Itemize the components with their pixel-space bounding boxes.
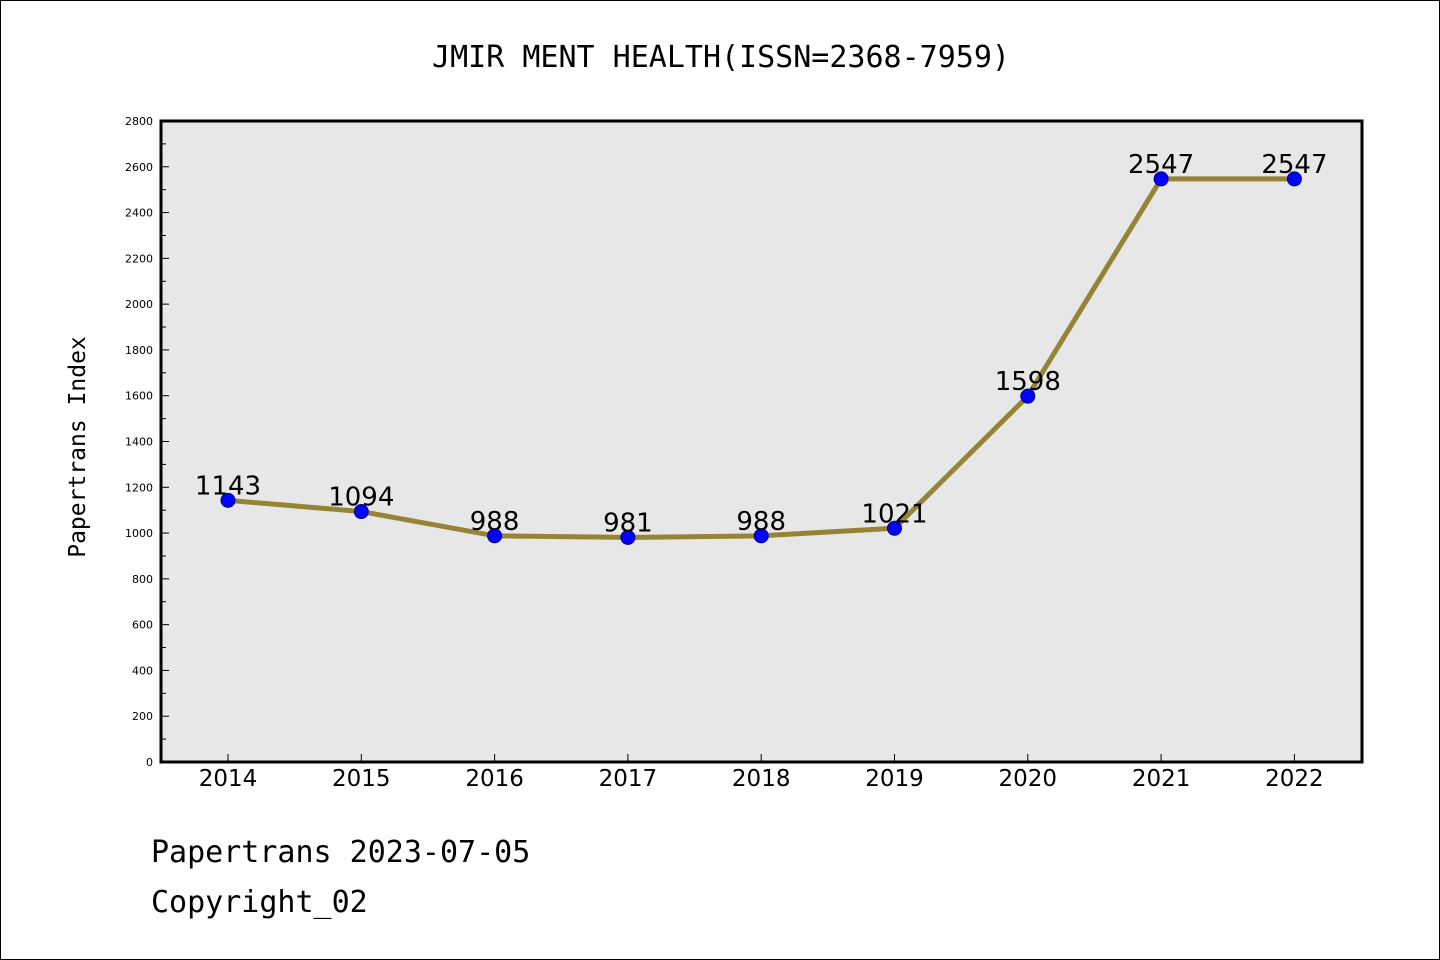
data-label: 1598 — [995, 367, 1061, 397]
y-tick-label: 2400 — [125, 207, 153, 220]
data-label: 981 — [603, 508, 653, 538]
data-point — [887, 520, 902, 536]
y-tick-label: 1000 — [125, 527, 153, 540]
data-label: 1021 — [861, 499, 927, 529]
x-tick-label: 2015 — [332, 766, 391, 792]
data-point — [353, 504, 369, 520]
x-tick-label: 2020 — [999, 766, 1058, 792]
x-tick-label: 2018 — [732, 766, 791, 792]
data-label: 988 — [736, 507, 786, 537]
y-tick-label: 600 — [132, 619, 153, 632]
x-tick-label: 2014 — [199, 766, 258, 792]
data-label: 988 — [470, 507, 520, 537]
data-point — [753, 528, 769, 544]
data-label: 1094 — [328, 483, 394, 513]
series-group — [220, 171, 1302, 545]
y-axis-ticks: 0 200 400 600 800 1000 1200 1400 1600 1800 2000 220… — [125, 115, 169, 769]
data-point — [1286, 171, 1302, 187]
data-point — [1153, 171, 1169, 187]
x-tick-label: 2016 — [465, 766, 524, 792]
data-point — [487, 528, 503, 544]
x-tick-label: 2017 — [599, 766, 658, 792]
chart-title: JMIR MENT HEALTH(ISSN=2368-7959) — [432, 40, 1010, 75]
y-axis-label: Papertrans Index — [65, 336, 91, 558]
y-tick-label: 1600 — [125, 390, 153, 403]
footer-source-date: Papertrans 2023-07-05 — [151, 835, 531, 870]
y-tick-label: 0 — [146, 756, 153, 769]
y-tick-label: 2200 — [125, 252, 153, 265]
y-tick-label: 400 — [132, 664, 153, 677]
data-point — [220, 492, 236, 508]
plot-area — [159, 119, 1364, 764]
data-label: 1143 — [195, 471, 261, 501]
y-tick-label: 1200 — [125, 481, 153, 494]
y-tick-label: 800 — [132, 573, 153, 586]
data-labels: 1143 1094 988 981 988 1021 1598 2547 2547 — [195, 150, 1328, 539]
y-tick-label: 2800 — [125, 115, 153, 128]
data-label: 2547 — [1128, 150, 1194, 180]
y-tick-label: 2000 — [125, 298, 153, 311]
y-tick-label: 1400 — [125, 436, 153, 449]
data-label: 2547 — [1261, 150, 1327, 180]
y-tick-label: 1800 — [125, 344, 153, 357]
x-tick-label: 2022 — [1265, 766, 1324, 792]
x-axis-ticks: 2014 2015 2016 2017 2018 2019 2020 2021 2022 — [199, 754, 1324, 792]
x-tick-label: 2019 — [865, 766, 924, 792]
footer-copyright: Copyright_02 — [151, 885, 368, 920]
x-tick-label: 2021 — [1132, 766, 1191, 792]
y-tick-label: 200 — [132, 710, 153, 723]
data-point — [620, 529, 636, 545]
data-point — [1020, 388, 1036, 404]
y-tick-label: 2600 — [125, 161, 153, 174]
